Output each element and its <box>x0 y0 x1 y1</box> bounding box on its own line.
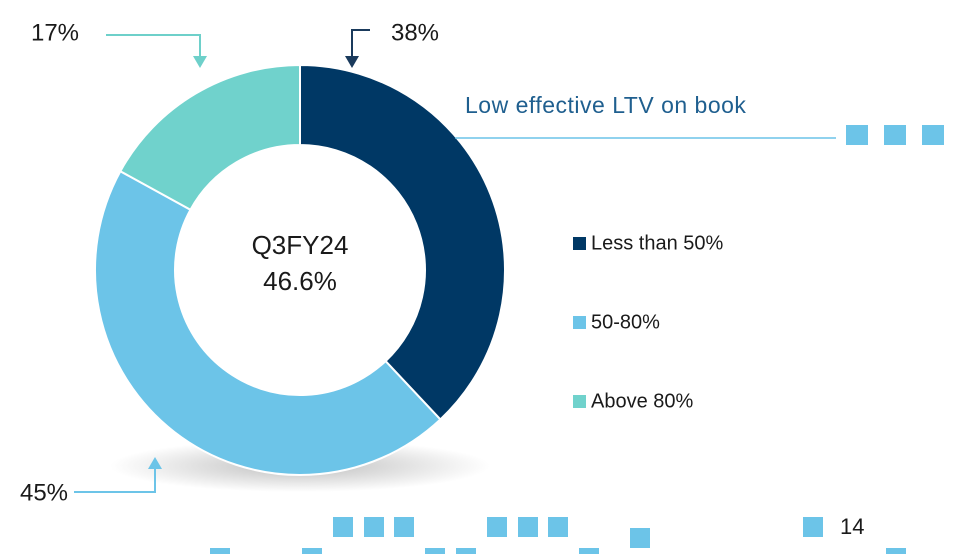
callout-17 <box>106 34 201 58</box>
value-labels: 38% 45% 17% <box>20 19 439 506</box>
legend-label: Above 80% <box>591 390 694 412</box>
arrowhead <box>148 457 162 469</box>
value-label: 45% <box>20 479 68 506</box>
legend-label: Less than 50% <box>591 232 724 254</box>
arrowhead <box>345 56 359 68</box>
chart-title: Low effective LTV on book <box>465 92 746 118</box>
legend-label: 50-80% <box>591 311 660 333</box>
callout-45 <box>74 467 156 493</box>
legend: Less than 50% 50-80% Above 80% <box>573 232 724 412</box>
donut-segment <box>118 63 301 212</box>
donut-segment <box>94 169 442 476</box>
value-label: 17% <box>31 19 79 46</box>
page-number: 14 <box>840 514 864 539</box>
arrowhead <box>193 56 207 68</box>
decor-squares <box>210 125 944 554</box>
legend-swatch <box>573 237 586 250</box>
legend-swatch <box>573 395 586 408</box>
center-label: Q3FY24 <box>252 230 349 260</box>
donut <box>94 63 506 476</box>
value-label: 38% <box>391 19 439 46</box>
center-label: 46.6% <box>263 266 337 296</box>
donut-segment <box>299 63 506 421</box>
callout-38 <box>351 29 370 58</box>
legend-swatch <box>573 316 586 329</box>
